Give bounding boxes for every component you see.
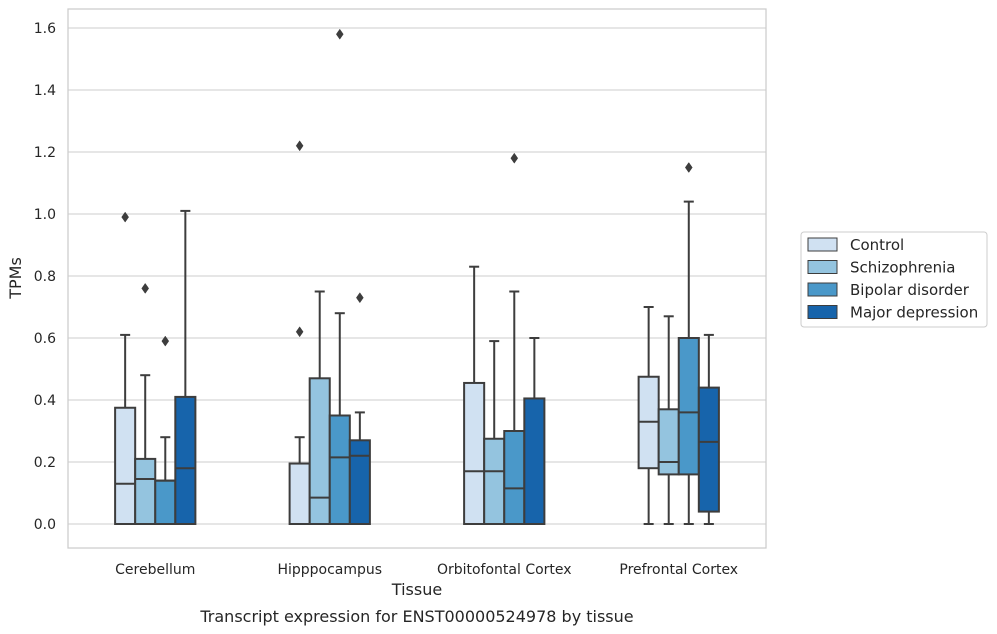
- legend-item: Schizophrenia: [807, 259, 955, 277]
- y-tick-label: 0.2: [34, 455, 56, 471]
- box-body: [328, 414, 351, 525]
- y-tick-label: 0.8: [34, 269, 56, 285]
- box-body: [483, 437, 506, 525]
- legend-item: Control: [807, 236, 904, 254]
- box-body: [134, 457, 157, 525]
- outlier-marker: [295, 326, 304, 338]
- legend-item: Major depression: [807, 304, 978, 322]
- y-tick-label: 0.0: [34, 517, 56, 533]
- box-body: [677, 337, 700, 476]
- outlier-marker: [121, 211, 129, 223]
- y-tick-label: 1.2: [34, 145, 56, 161]
- box: [154, 335, 177, 526]
- box-body: [697, 386, 720, 513]
- box-body: [348, 439, 371, 525]
- box-body: [288, 462, 311, 525]
- category-group: [637, 162, 720, 525]
- outlier-marker: [684, 162, 693, 173]
- outlier-marker: [141, 282, 150, 294]
- box-body: [308, 377, 331, 525]
- box-body: [174, 395, 197, 525]
- outlier-marker: [510, 152, 519, 164]
- x-tick-label: Cerebellum: [115, 562, 195, 578]
- box: [697, 333, 720, 525]
- x-axis-ticks: Cerebellum Hipppocampus Orbitofontal Corte…: [115, 562, 738, 578]
- box-body: [463, 381, 486, 526]
- box-groups: [114, 28, 720, 526]
- y-tick-label: 1.4: [34, 83, 56, 99]
- legend-label: Schizophrenia: [850, 259, 955, 277]
- category-group: [114, 209, 197, 526]
- legend-swatch: [807, 282, 838, 297]
- outlier-marker: [335, 28, 344, 40]
- outlier-marker: [161, 335, 170, 347]
- box-body: [154, 479, 177, 526]
- x-axis-label: Tissue: [391, 580, 442, 599]
- box: [657, 315, 680, 525]
- y-tick-label: 1.0: [34, 207, 56, 223]
- box-body: [657, 408, 680, 476]
- box: [174, 209, 197, 525]
- category-group: [288, 28, 371, 525]
- y-tick-label: 0.6: [34, 331, 56, 347]
- box: [348, 292, 371, 525]
- box: [637, 306, 660, 525]
- legend-swatch: [807, 237, 838, 252]
- box: [483, 340, 506, 525]
- box-body: [503, 430, 526, 525]
- box-body: [523, 397, 546, 526]
- box: [503, 152, 526, 525]
- legend-item: Bipolar disorder: [807, 281, 970, 299]
- plot-frame: [67, 8, 767, 549]
- box: [308, 290, 331, 525]
- box: [288, 140, 311, 525]
- legend-swatch: [807, 305, 838, 319]
- chart-caption: Transcript expression for ENST0000052497…: [199, 607, 633, 626]
- y-axis-ticks: 0.0 0.2 0.4 0.6 0.8 1.0 1.2 1.4 1.6: [34, 21, 56, 533]
- legend: Control Schizophrenia Bipolar disorder Majo…: [800, 231, 988, 328]
- box-body: [114, 406, 137, 525]
- legend-label: Major depression: [850, 304, 978, 322]
- box: [677, 162, 700, 525]
- outlier-marker: [295, 140, 304, 152]
- legend-frame: [800, 231, 988, 328]
- x-tick-label: Hipppocampus: [277, 562, 382, 578]
- box: [523, 337, 546, 526]
- y-axis-label: TPMs: [6, 257, 25, 300]
- box: [463, 265, 486, 526]
- legend-label: Bipolar disorder: [850, 281, 970, 299]
- y-tick-label: 0.4: [34, 393, 56, 409]
- x-tick-label: Prefrontal Cortex: [619, 562, 738, 578]
- legend-label: Control: [850, 236, 904, 254]
- legend-swatch: [807, 260, 838, 274]
- y-tick-label: 1.6: [34, 21, 56, 37]
- x-tick-label: Orbitofontal Cortex: [437, 562, 572, 578]
- box: [114, 211, 137, 525]
- category-group: [463, 152, 546, 526]
- outlier-marker: [356, 292, 364, 304]
